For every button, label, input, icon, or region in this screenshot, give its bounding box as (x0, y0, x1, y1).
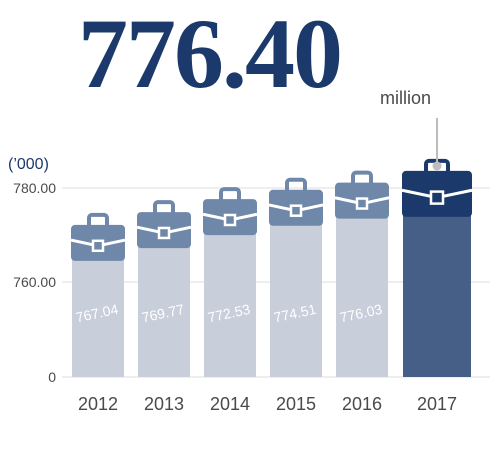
briefcase-icon (136, 200, 192, 249)
briefcase-icon (334, 170, 390, 219)
x-tick-label: 2013 (144, 394, 184, 414)
briefcase-icon (202, 187, 258, 236)
bar-2012 (72, 248, 124, 377)
x-tick-label: 2016 (342, 394, 382, 414)
bar-2013 (138, 236, 190, 377)
x-tick-label: 2015 (276, 394, 316, 414)
x-tick-labels: 2012 2013 2014 2015 2016 2017 (78, 394, 457, 414)
y-axis-label: (’000) (8, 156, 49, 173)
bars (72, 204, 471, 377)
bar-2014 (204, 223, 256, 377)
bar-2015 (270, 213, 322, 377)
bar-2017 (403, 204, 471, 377)
briefcase-icon (70, 212, 126, 261)
x-tick-label: 2012 (78, 394, 118, 414)
headline-value: 776.40 (78, 0, 343, 109)
x-tick-label: 2017 (417, 394, 457, 414)
briefcase-icon (268, 177, 324, 226)
briefcase-icons (70, 158, 473, 261)
bar-2016 (336, 206, 388, 377)
y-tick-label: 780.00 (13, 180, 56, 196)
y-tick-label: 760.00 (13, 274, 56, 290)
briefcase-icon (401, 158, 473, 217)
connector (432, 118, 442, 171)
y-tick-label: 0 (48, 369, 56, 385)
headline-unit: million (380, 88, 432, 108)
x-tick-label: 2014 (210, 394, 250, 414)
y-tick-labels: 780.00 760.00 0 (13, 180, 56, 385)
connector-dot (432, 161, 442, 171)
